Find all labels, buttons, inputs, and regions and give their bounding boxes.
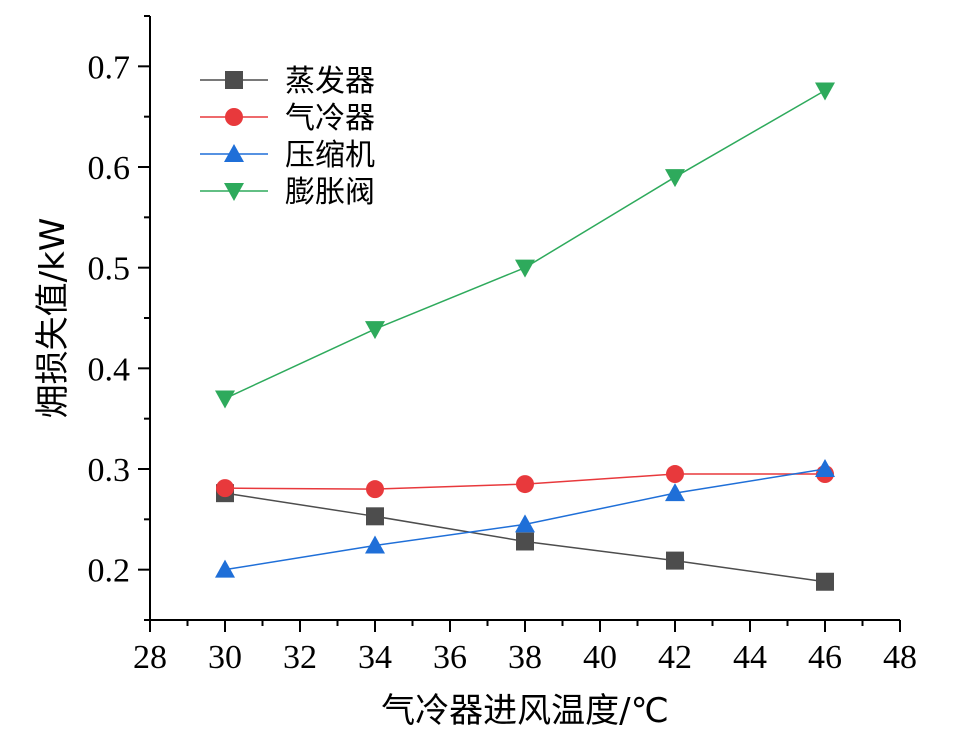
data-point [515,259,535,278]
x-tick-label: 30 [208,639,242,676]
legend-marker [224,144,244,162]
legend-item: 膨胀阀 [200,175,375,210]
y-tick-label: 0.7 [88,49,131,86]
legend-item: 气冷器 [200,101,375,136]
data-point [365,535,385,554]
y-tick-label: 0.3 [88,452,131,489]
data-point [366,480,384,499]
data-point [515,514,535,533]
data-point [516,475,534,494]
legend-label: 膨胀阀 [285,175,375,210]
data-point [666,551,684,570]
legend-item: 蒸发器 [200,64,375,99]
data-point [815,82,835,101]
y-axis-title: 㶲损失值/kW [33,218,73,419]
series-2 [215,459,835,578]
x-tick-label: 34 [358,639,392,676]
legend-marker [224,183,244,201]
data-point [216,479,234,498]
series-0 [216,484,834,591]
x-tick-label: 36 [433,639,467,676]
data-point [215,390,235,409]
x-tick-label: 48 [883,639,917,676]
data-point [815,459,835,477]
x-tick-label: 42 [658,639,692,676]
legend-label: 压缩机 [285,138,375,173]
series-line [224,89,826,400]
legend-marker [225,71,243,89]
axes: 28 30 32 34 36 38 40 42 44 46 48 0.2 0.3 0.4 0.5 0.6 0.7 [88,15,917,676]
y-tick-label: 0.5 [88,251,131,288]
y-tick-label: 0.6 [88,150,131,187]
series-3 [215,82,835,409]
series-layer [215,82,835,591]
x-axis-title: 气冷器进风温度/℃ [381,691,669,731]
x-tick-label: 46 [808,639,842,676]
data-point [816,572,834,591]
data-point [516,532,534,551]
legend-label: 蒸发器 [285,64,375,99]
x-tick-label: 32 [283,639,317,676]
series-1 [216,465,834,499]
x-tick-label: 28 [133,639,167,676]
data-point [666,465,684,484]
y-tick-label: 0.4 [88,351,131,388]
data-point [366,507,384,526]
x-tick-label: 44 [733,639,767,676]
data-point [665,483,685,502]
legend-item: 压缩机 [200,138,375,173]
y-tick-label: 0.2 [88,553,131,590]
x-tick-label: 38 [508,639,542,676]
data-point [365,321,385,340]
legend-marker [225,108,243,126]
legend-label: 气冷器 [285,101,375,136]
data-point [665,169,685,188]
data-point [215,559,235,578]
x-tick-label: 40 [583,639,617,676]
